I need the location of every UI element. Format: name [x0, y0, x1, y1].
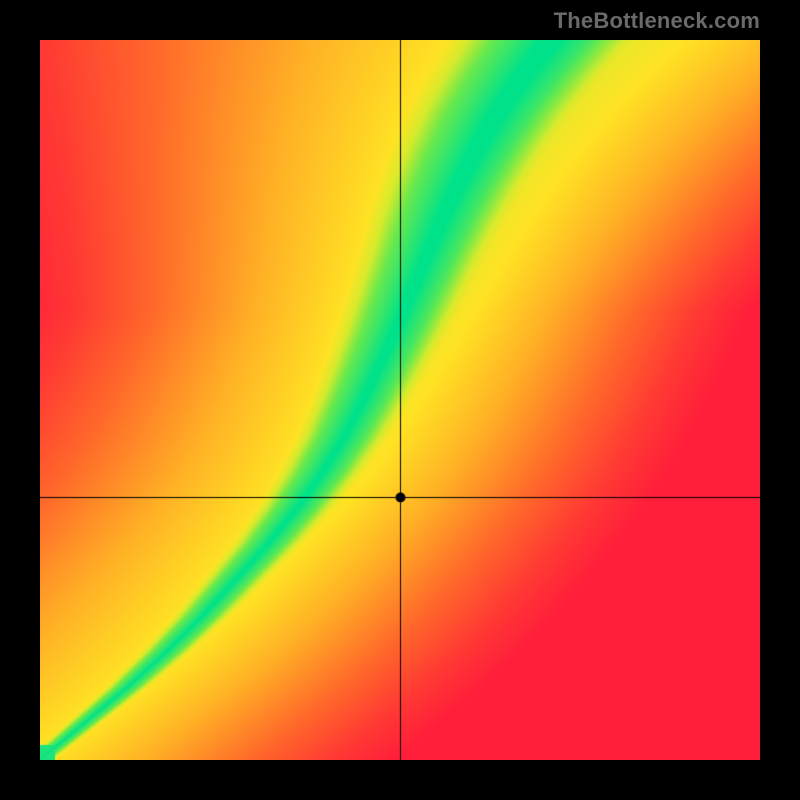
plot-area [40, 40, 760, 760]
heatmap-canvas [40, 40, 760, 760]
watermark-text: TheBottleneck.com [554, 8, 760, 34]
chart-frame: TheBottleneck.com [0, 0, 800, 800]
